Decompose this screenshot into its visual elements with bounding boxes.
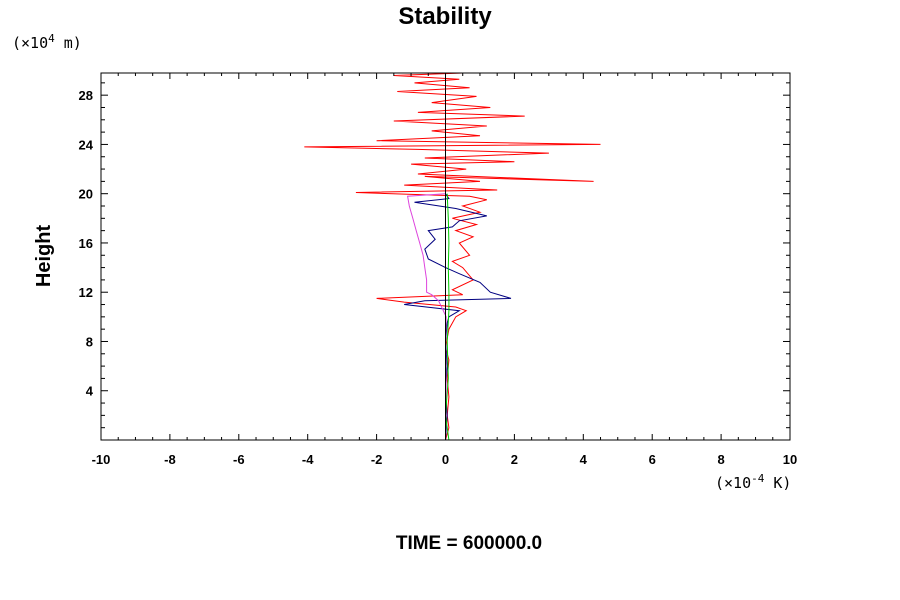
series-line-4 (444, 193, 450, 441)
time-readout: TIME = 600000.0 (396, 533, 542, 554)
series-line-2 (404, 193, 512, 441)
y-tick-label: 20 (79, 187, 93, 202)
y-axis-unit: (×104 m) (12, 32, 82, 52)
y-tick-label: 4 (86, 384, 94, 399)
y-tick-label: 8 (86, 334, 93, 349)
x-tick-label: 0 (442, 452, 449, 467)
y-axis-label: Height (33, 225, 55, 288)
x-tick-label: -6 (233, 452, 245, 467)
x-tick-label: -4 (302, 452, 314, 467)
x-tick-label: 4 (580, 452, 588, 467)
y-tick-label: 16 (79, 236, 93, 251)
x-tick-label: 8 (717, 452, 724, 467)
x-tick-label: 10 (783, 452, 797, 467)
chart-title: Stability (398, 3, 492, 30)
series-line-1 (304, 72, 601, 441)
x-tick-label: -2 (371, 452, 383, 467)
x-tick-label: 6 (649, 452, 656, 467)
x-tick-label: -8 (164, 452, 176, 467)
plot-frame (100, 72, 791, 441)
y-tick-label: 28 (79, 88, 93, 103)
x-tick-label: 2 (511, 452, 518, 467)
y-tick-label: 12 (79, 285, 93, 300)
series-layer (304, 72, 601, 441)
y-tick-label: 24 (79, 137, 94, 152)
x-axis-unit: (×10-4 K) (715, 472, 791, 492)
x-tick-label: -10 (92, 452, 111, 467)
series-line-3 (407, 193, 447, 441)
